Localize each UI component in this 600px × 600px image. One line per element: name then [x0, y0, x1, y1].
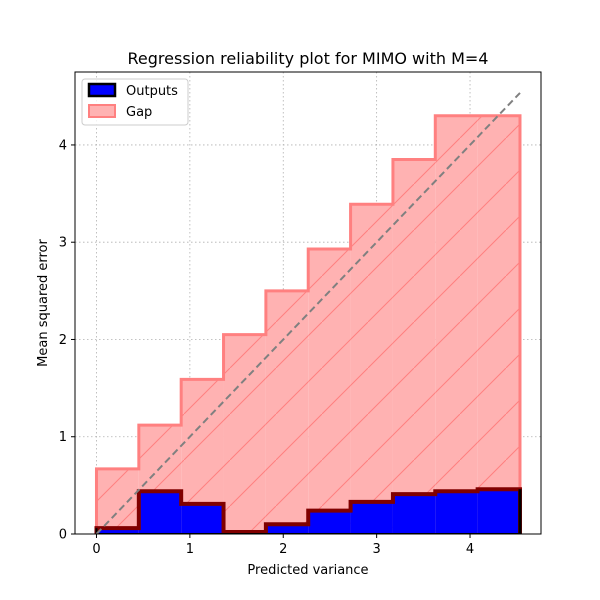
legend: Outputs Gap	[81, 78, 189, 126]
x-axis-label: Predicted variance	[247, 563, 368, 578]
gap-outline	[94, 114, 522, 534]
gap-bar-hatch	[308, 249, 351, 534]
legend-label-outputs: Outputs	[126, 84, 178, 99]
x-tick-label: 3	[372, 542, 380, 557]
chart-title: Regression reliability plot for MIMO wit…	[128, 49, 489, 68]
y-tick-label: 3	[59, 236, 67, 251]
gap-bar-hatch	[477, 115, 520, 534]
legend-label-gap: Gap	[126, 105, 152, 120]
y-axis-label: Mean squared error	[36, 239, 51, 367]
x-tick-label: 4	[466, 542, 474, 557]
gap-bar-hatch	[96, 468, 139, 534]
y-tick-label: 4	[59, 138, 67, 153]
gap-bar-hatch	[392, 159, 436, 534]
y-tick-label: 1	[59, 430, 67, 445]
output-outline	[94, 487, 522, 534]
gap-bar-hatch	[435, 115, 478, 534]
gap-bar-hatch	[223, 334, 266, 534]
x-tick-label: 1	[186, 542, 194, 557]
output-bar	[96, 528, 139, 534]
y-tick-label: 2	[59, 333, 67, 348]
x-tick-label: 2	[279, 542, 287, 557]
y-tick-label: 0	[59, 528, 67, 543]
output-bar	[138, 491, 182, 534]
output-bar	[477, 489, 520, 534]
x-tick-label: 0	[92, 542, 100, 557]
gap-bar-hatch	[350, 204, 393, 534]
ideal-diagonal	[95, 92, 521, 534]
output-bar	[308, 510, 351, 534]
x-axis-ticks: 0 1 2 3 4	[92, 534, 474, 557]
y-axis-ticks: 0 1 2 3 4	[59, 138, 75, 543]
output-bar	[435, 491, 478, 534]
output-bar	[350, 501, 393, 534]
ideal-line	[95, 92, 521, 534]
output-bar	[265, 524, 309, 534]
output-bar	[181, 503, 224, 534]
output-bar	[392, 494, 436, 534]
gap-bar-hatch	[265, 290, 309, 534]
plot-frame	[74, 71, 542, 535]
plot-area	[94, 114, 522, 534]
legend-swatch-gap	[88, 104, 116, 118]
legend-swatch-outputs	[87, 82, 117, 98]
